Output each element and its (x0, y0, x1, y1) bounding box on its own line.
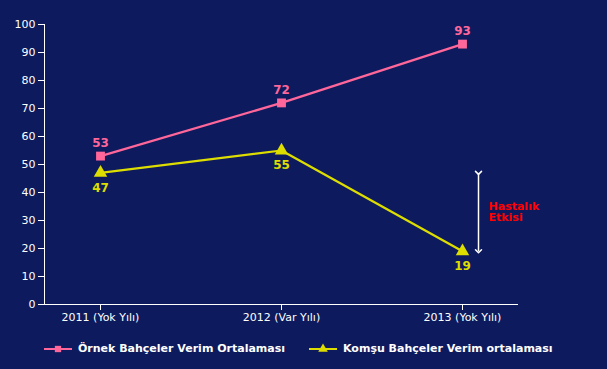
svg-text:40: 40 (22, 186, 36, 199)
svg-text:53: 53 (92, 136, 109, 150)
svg-text:55: 55 (273, 158, 290, 172)
html-text:Örnek Bahçeler Verim Ortalamas: Örnek Bahçeler Verim Ortalaması (78, 342, 285, 355)
svg-text:19: 19 (454, 259, 471, 273)
svg-text:90: 90 (22, 46, 36, 59)
svg-text:70: 70 (22, 102, 36, 115)
svg-text:2013 (Yok Yılı): 2013 (Yok Yılı) (424, 311, 502, 324)
svg-text:72: 72 (273, 83, 290, 97)
svg-text:2011 (Yok Yılı): 2011 (Yok Yılı) (62, 311, 140, 324)
svg-text:20: 20 (22, 242, 36, 255)
svg-text:100: 100 (15, 18, 36, 31)
svg-text:60: 60 (22, 130, 36, 143)
html-text:Komşu Bahçeler Verim ortalamas: Komşu Bahçeler Verim ortalaması (343, 342, 553, 355)
svg-text:47: 47 (92, 181, 109, 195)
svg-text:0: 0 (29, 298, 36, 311)
svg-text:93: 93 (454, 24, 471, 38)
svg-text:2012 (Var Yılı): 2012 (Var Yılı) (243, 311, 320, 324)
svg-text:10: 10 (22, 270, 36, 283)
svg-text:30: 30 (22, 214, 36, 227)
svg-text:80: 80 (22, 74, 36, 87)
svg-text:HastalıkEtkisi: HastalıkEtkisi (489, 200, 540, 224)
svg-text:50: 50 (22, 158, 36, 171)
